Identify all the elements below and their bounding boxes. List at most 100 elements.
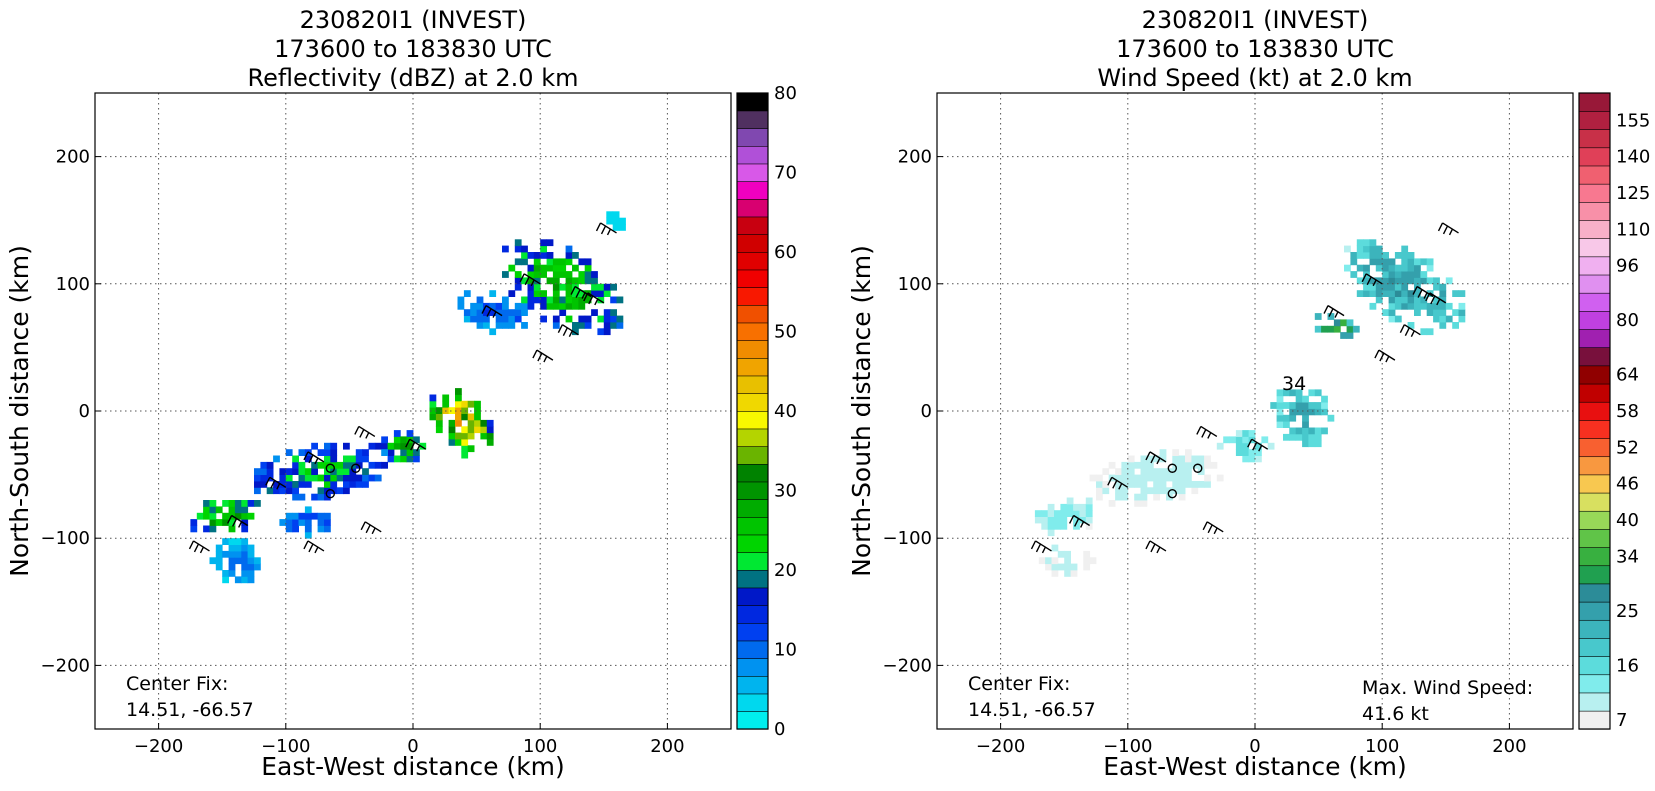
reflectivity-echo-cell — [463, 290, 471, 297]
reflectivity-panel: 230820I1 (INVEST) 173600 to 183830 UTC R… — [5, 6, 797, 781]
windspeed-echo-cell — [1356, 264, 1364, 272]
windspeed-colorbar-segment — [1578, 292, 1611, 312]
windspeed-echo-cell — [1185, 468, 1192, 475]
reflectivity-echo-cell — [610, 322, 617, 329]
windspeed-echo-cell — [1041, 516, 1049, 524]
windspeed-echo-cell — [1102, 487, 1110, 495]
reflectivity-echo-cell — [298, 512, 306, 520]
windspeed-echo-cell — [1363, 252, 1370, 259]
windspeed-echo-cell — [1308, 408, 1316, 416]
reflectivity-wind-barb — [227, 514, 249, 528]
windspeed-echo-cell — [1255, 455, 1262, 463]
windspeed-echo-cell — [1388, 309, 1396, 316]
windspeed-echo-cell — [1134, 474, 1141, 482]
reflectivity-echo-cell — [540, 239, 547, 247]
windspeed-x-tick-label: 0 — [1249, 736, 1260, 757]
windspeed-colorbar-segment — [1578, 419, 1611, 439]
reflectivity-echo-cell — [597, 290, 605, 297]
windspeed-echo-cell — [1407, 302, 1415, 310]
reflectivity-echo-cell — [455, 394, 462, 402]
reflectivity-echo-cell — [355, 481, 363, 488]
windspeed-echo-cell — [1146, 461, 1154, 469]
reflectivity-echo-cell — [234, 538, 242, 545]
reflectivity-echo-cell — [228, 544, 236, 552]
windspeed-echo-cell — [1333, 319, 1341, 327]
windspeed-echo-cell — [1146, 468, 1154, 475]
reflectivity-echo-cell — [514, 315, 522, 323]
windspeed-echo-cell — [1178, 493, 1186, 501]
reflectivity-echo-cell — [572, 290, 579, 297]
windspeed-wind-barb — [1069, 514, 1091, 528]
windspeed-echo-cell — [1235, 449, 1243, 456]
reflectivity-wind-barb — [519, 273, 541, 287]
windspeed-echo-cell — [1172, 449, 1180, 456]
reflectivity-echo-cell — [442, 394, 450, 402]
reflectivity-echo-cell — [514, 309, 522, 316]
windspeed-echo-cell — [1085, 522, 1093, 530]
windspeed-colorbar-segment — [1578, 347, 1611, 367]
windspeed-echo-cell — [1115, 468, 1122, 475]
reflectivity-colorbar-segment — [736, 181, 769, 200]
reflectivity-echo-cell — [546, 302, 554, 310]
reflectivity-echo-cell — [362, 468, 369, 475]
reflectivity-echo-cell — [502, 315, 509, 323]
windspeed-echo-cell — [1134, 481, 1141, 488]
reflectivity-echo-cell — [508, 322, 516, 329]
reflectivity-y-axis-label: North-South distance (km) — [5, 245, 34, 577]
windspeed-colorbar-segment — [1578, 129, 1611, 149]
windspeed-contour-label-34: 34 — [1282, 373, 1306, 395]
windspeed-colorbar-tick-label: 80 — [1616, 310, 1639, 331]
reflectivity-echo-cell — [419, 442, 427, 450]
windspeed-colorbar-frame — [1578, 92, 1611, 730]
reflectivity-echo-cell — [457, 302, 465, 310]
reflectivity-echo-cell — [355, 449, 363, 456]
reflectivity-echo-cell — [196, 512, 204, 520]
reflectivity-center-fix-value: 14.51, -66.57 — [126, 699, 254, 721]
reflectivity-echo-cell — [222, 550, 229, 558]
windspeed-colorbar-segment — [1578, 183, 1611, 203]
windspeed-center-fix-value: 14.51, -66.57 — [968, 699, 1096, 721]
reflectivity-echo-cell — [254, 557, 261, 565]
windspeed-echo-cell — [1388, 271, 1396, 278]
reflectivity-echo-cell — [273, 487, 280, 495]
windspeed-echo-cell — [1140, 455, 1148, 463]
reflectivity-echo-cell — [502, 302, 509, 310]
reflectivity-echo-cell — [234, 576, 242, 584]
windspeed-echo-cell — [1363, 264, 1370, 272]
windspeed-echo-cell — [1146, 455, 1154, 463]
reflectivity-echo-cell — [533, 296, 541, 304]
reflectivity-echo-cell — [540, 290, 547, 297]
reflectivity-echo-cell — [241, 538, 249, 545]
reflectivity-echo-cell — [483, 322, 490, 329]
reflectivity-echo-cell — [546, 264, 554, 272]
reflectivity-echo-cell — [521, 245, 528, 253]
windspeed-title-line-2: 173600 to 183830 UTC — [1116, 35, 1394, 63]
windspeed-echo-cell — [1375, 245, 1383, 253]
windspeed-echo-cell — [1356, 277, 1364, 285]
reflectivity-echo-cell — [429, 407, 437, 414]
reflectivity-echo-cell — [311, 468, 318, 475]
windspeed-echo-cell — [1407, 271, 1415, 278]
windspeed-colorbar-segment — [1578, 437, 1611, 458]
windspeed-echo-cell — [1235, 430, 1243, 437]
reflectivity-echo-cell — [461, 439, 469, 446]
windspeed-echo-cell — [1363, 290, 1370, 297]
reflectivity-colorbar-tick-label: 50 — [774, 322, 797, 343]
reflectivity-echo-cell — [324, 512, 331, 520]
windspeed-wind-barb — [1412, 285, 1434, 299]
reflectivity-echo-cell — [222, 576, 229, 584]
windspeed-echo-cell — [1140, 474, 1148, 482]
reflectivity-echo-cell — [597, 296, 605, 304]
windspeed-echo-cell — [1388, 302, 1396, 310]
reflectivity-echo-cell — [304, 455, 312, 463]
reflectivity-echo-cell — [514, 239, 522, 247]
windspeed-colorbar-tick-label: 110 — [1616, 219, 1650, 240]
windspeed-echo-cell — [1115, 493, 1122, 501]
windspeed-echo-cell — [1178, 461, 1186, 469]
reflectivity-echo-cell — [467, 426, 475, 434]
reflectivity-echo-cell — [572, 328, 579, 336]
windspeed-wind-barbs — [1030, 222, 1459, 554]
reflectivity-colorbar: 0 10 20 30 40 50 60 70 80 — [736, 83, 797, 740]
reflectivity-echo-cell — [285, 481, 293, 488]
windspeed-echo-cell — [1352, 325, 1360, 333]
